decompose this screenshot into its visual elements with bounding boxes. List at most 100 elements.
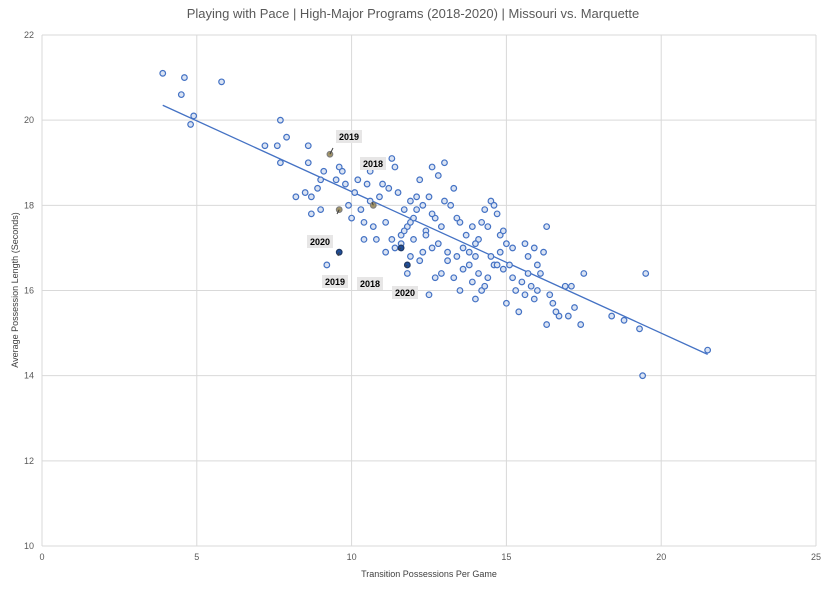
data-point <box>487 253 495 260</box>
data-point <box>276 159 284 167</box>
data-point <box>382 248 390 256</box>
data-point <box>456 287 464 294</box>
data-point <box>437 270 445 277</box>
callout-box <box>360 157 386 170</box>
data-point <box>190 112 198 120</box>
data-point <box>410 235 417 243</box>
callout-label: 2020 <box>310 237 330 247</box>
data-point <box>354 176 362 184</box>
callout-label: 2020 <box>395 288 415 298</box>
tick-labels: 10 12 14 16 18 20 22 0 5 10 15 20 25 <box>24 30 821 562</box>
data-point <box>276 116 284 124</box>
data-point <box>453 253 461 260</box>
y-axis-label: Average Possession Length (Seconds) <box>10 212 20 367</box>
data-point <box>499 227 507 235</box>
data-points <box>159 69 712 380</box>
y-tick-label: 10 <box>24 541 34 551</box>
callout-box <box>322 275 348 288</box>
data-point <box>261 142 269 150</box>
data-point <box>332 176 340 184</box>
y-tick-label: 16 <box>24 286 34 296</box>
data-point <box>360 218 368 226</box>
data-point <box>568 282 575 290</box>
data-point <box>159 69 167 77</box>
data-point <box>540 248 547 256</box>
data-point <box>546 291 554 299</box>
data-point <box>496 248 504 256</box>
data-point <box>413 193 421 201</box>
y-tick-label: 18 <box>24 200 34 210</box>
data-point <box>307 210 315 218</box>
data-point <box>580 270 588 277</box>
x-tick-label: 25 <box>811 552 821 562</box>
data-point <box>388 235 396 243</box>
data-point <box>345 201 352 209</box>
data-point <box>549 299 557 307</box>
callout-leader <box>336 209 340 215</box>
data-point <box>314 184 321 192</box>
data-point <box>363 180 371 188</box>
data-point <box>385 184 393 192</box>
data-point <box>533 287 541 294</box>
x-axis-label: Transition Possessions Per Game <box>361 569 497 579</box>
data-point <box>639 372 647 380</box>
data-point <box>472 295 479 303</box>
callout-label: 2018 <box>363 159 383 169</box>
data-point <box>416 176 424 184</box>
data-point <box>472 253 479 260</box>
data-point <box>283 133 290 141</box>
data-point <box>465 248 473 256</box>
data-point <box>369 223 377 231</box>
x-tick-label: 15 <box>501 552 511 562</box>
data-point <box>425 291 433 299</box>
data-point <box>379 180 386 188</box>
callout-box <box>307 235 333 248</box>
data-point <box>437 223 445 231</box>
data-point <box>307 193 315 201</box>
data-point <box>493 261 501 269</box>
data-point <box>518 278 526 286</box>
data-point <box>441 197 448 205</box>
data-point <box>453 214 461 222</box>
x-tick-label: 5 <box>194 552 199 562</box>
data-point <box>521 240 529 248</box>
data-point <box>552 308 560 316</box>
data-point <box>407 197 414 205</box>
gridlines <box>41 34 817 547</box>
chart-title: Playing with Pace | High-Major Programs … <box>187 6 640 21</box>
data-point <box>530 244 538 252</box>
callout-box <box>357 277 383 290</box>
data-point <box>537 270 544 277</box>
data-point <box>490 201 498 209</box>
data-point <box>304 159 312 167</box>
data-point <box>484 274 492 282</box>
data-point <box>465 261 473 269</box>
data-point <box>506 261 513 269</box>
data-point <box>509 244 516 252</box>
y-tick-label: 22 <box>24 30 34 40</box>
data-point <box>428 210 436 218</box>
data-point <box>187 121 195 128</box>
data-point <box>320 167 328 175</box>
data-point <box>468 223 476 231</box>
data-point <box>413 206 421 213</box>
data-point <box>317 176 325 184</box>
data-point <box>527 282 535 290</box>
data-point <box>376 193 383 201</box>
data-point <box>521 291 529 299</box>
data-point <box>481 282 489 290</box>
data-point <box>391 163 399 171</box>
data-point <box>484 223 492 231</box>
callout-leader <box>397 247 402 251</box>
data-point <box>407 218 414 226</box>
data-point <box>403 270 411 277</box>
callout-box <box>336 130 362 143</box>
data-point <box>459 244 467 252</box>
data-point <box>428 163 436 171</box>
x-tick-label: 0 <box>39 552 44 562</box>
data-point <box>342 180 349 188</box>
missouri-point <box>369 201 377 209</box>
data-point <box>509 274 516 282</box>
data-point <box>524 270 532 277</box>
